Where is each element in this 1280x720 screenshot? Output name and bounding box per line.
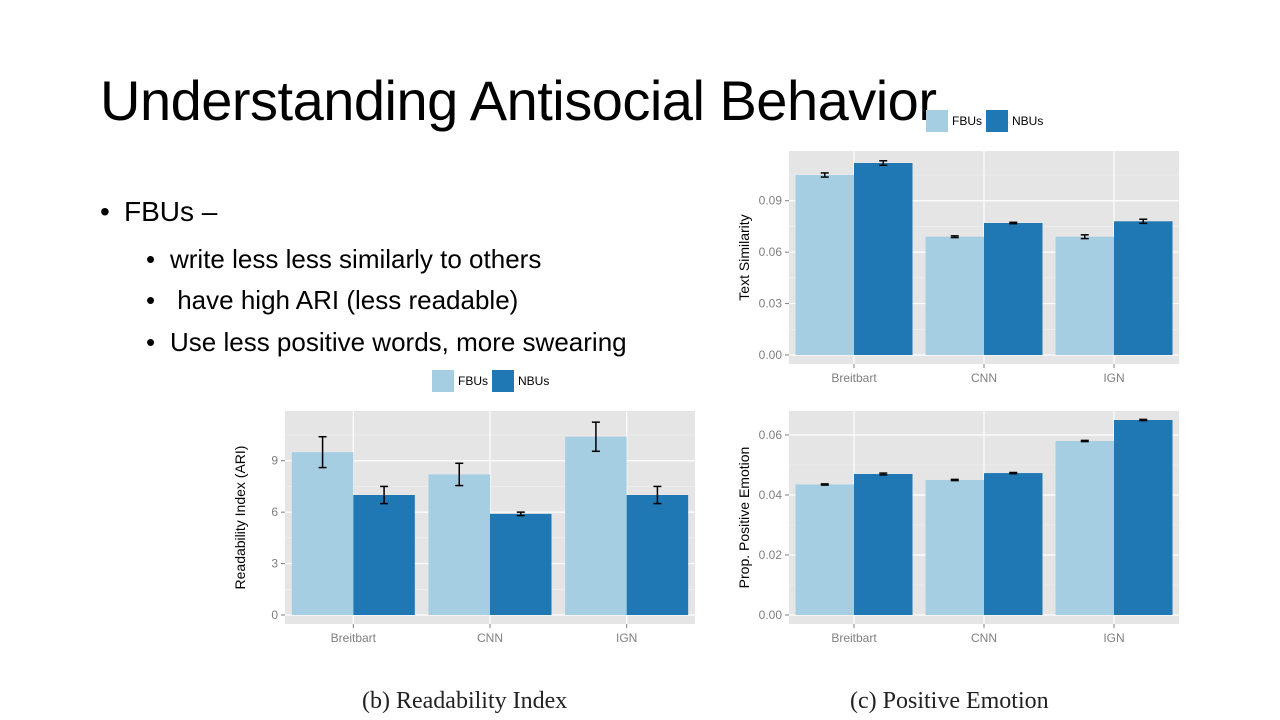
bar-fbus-ign (1055, 236, 1114, 355)
x-tick-label: IGN (1103, 631, 1124, 645)
bar-nbus-breitbart (854, 474, 913, 615)
error-bar (380, 485, 389, 505)
error-bar (1009, 221, 1018, 225)
sub-bullet-3: • Use less positive words, more swearing (146, 327, 627, 358)
bar-nbus-breitbart (854, 163, 913, 355)
caption-positive-emotion: (c) Positive Emotion (850, 688, 1049, 714)
error-bar (653, 485, 662, 505)
sub-bullet-text: Use less positive words, more swearing (170, 327, 627, 357)
error-bar (516, 511, 525, 517)
legend-swatch-fbus (432, 370, 454, 392)
bullet-main-text: FBUs – (124, 196, 218, 227)
error-bar (820, 483, 829, 486)
bar-nbus-cnn (984, 473, 1043, 615)
y-tick-label: 0.09 (759, 194, 783, 208)
legend-swatch-fbus (926, 110, 948, 132)
legend-label-fbus: FBUs (458, 374, 488, 388)
y-axis-title: Text Similarity (736, 214, 752, 300)
sub-bullet-text: write less less similarly to others (170, 244, 542, 274)
x-tick-label: CNN (971, 371, 997, 385)
bar-fbus-cnn (925, 236, 984, 355)
sub-bullet-dot-icon: • (146, 244, 156, 274)
error-bar (591, 421, 600, 453)
y-tick-label: 0.06 (759, 245, 783, 259)
error-bar (820, 172, 829, 178)
bar-nbus-ign (626, 495, 689, 615)
y-tick-label: 0.00 (759, 608, 783, 622)
sub-bullet-2: • have high ARI (less readable) (146, 285, 518, 316)
legend-label-fbus: FBUs (952, 114, 982, 128)
error-bar (1139, 418, 1148, 422)
caption-readability: (b) Readability Index (362, 688, 568, 714)
bar-fbus-breitbart (291, 452, 354, 615)
error-bar (455, 462, 464, 487)
error-bar (1139, 218, 1148, 225)
y-tick-label: 0.00 (759, 348, 783, 362)
bar-fbus-cnn (428, 474, 490, 615)
error-bar (879, 160, 888, 166)
y-axis-title: Prop. Positive Emotion (736, 447, 752, 589)
error-bar (1009, 471, 1018, 475)
legend-swatch-nbus (492, 370, 514, 392)
error-bar (879, 472, 888, 476)
x-tick-label: CNN (477, 631, 503, 645)
bar-fbus-breitbart (795, 175, 854, 355)
x-tick-label: IGN (1103, 371, 1124, 385)
x-tick-label: Breitbart (331, 631, 377, 645)
slide-title: Understanding Antisocial Behavior (100, 69, 937, 132)
error-bar (1080, 234, 1089, 240)
x-tick-label: IGN (616, 631, 637, 645)
error-bar (950, 235, 959, 239)
bar-nbus-ign (1114, 420, 1173, 615)
legend-label-nbus: NBUs (518, 374, 549, 388)
y-tick-label: 0.03 (759, 297, 783, 311)
x-tick-label: Breitbart (831, 371, 877, 385)
bar-nbus-cnn (984, 223, 1043, 355)
y-tick-label: 3 (271, 557, 278, 571)
sub-bullet-1: • write less less similarly to others (146, 244, 541, 275)
error-bar (1080, 439, 1089, 443)
error-bar (950, 478, 959, 482)
bar-fbus-cnn (925, 480, 984, 615)
sub-bullet-dot-icon: • (146, 327, 156, 357)
y-tick-label: 0.04 (759, 488, 783, 502)
bar-fbus-ign (565, 436, 627, 615)
bar-fbus-breitbart (795, 484, 854, 615)
y-tick-label: 0.06 (759, 428, 783, 442)
bar-nbus-ign (1114, 221, 1173, 355)
bar-fbus-ign (1055, 441, 1114, 615)
sub-bullet-text: have high ARI (less readable) (170, 285, 519, 315)
y-tick-label: 0 (271, 608, 278, 622)
legend-label-nbus: NBUs (1012, 114, 1043, 128)
error-bar (318, 435, 327, 469)
legend-swatch-nbus (986, 110, 1008, 132)
y-tick-label: 0.02 (759, 548, 783, 562)
x-tick-label: Breitbart (831, 631, 877, 645)
bullet-dot-icon: • (100, 196, 110, 227)
y-tick-label: 6 (271, 505, 278, 519)
y-axis-title: Readability Index (ARI) (232, 446, 248, 590)
bar-nbus-cnn (490, 513, 552, 615)
bullet-main: • FBUs – (100, 196, 217, 228)
sub-bullet-dot-icon: • (146, 285, 156, 315)
y-tick-label: 9 (271, 454, 278, 468)
x-tick-label: CNN (971, 631, 997, 645)
bar-nbus-breitbart (353, 495, 415, 615)
